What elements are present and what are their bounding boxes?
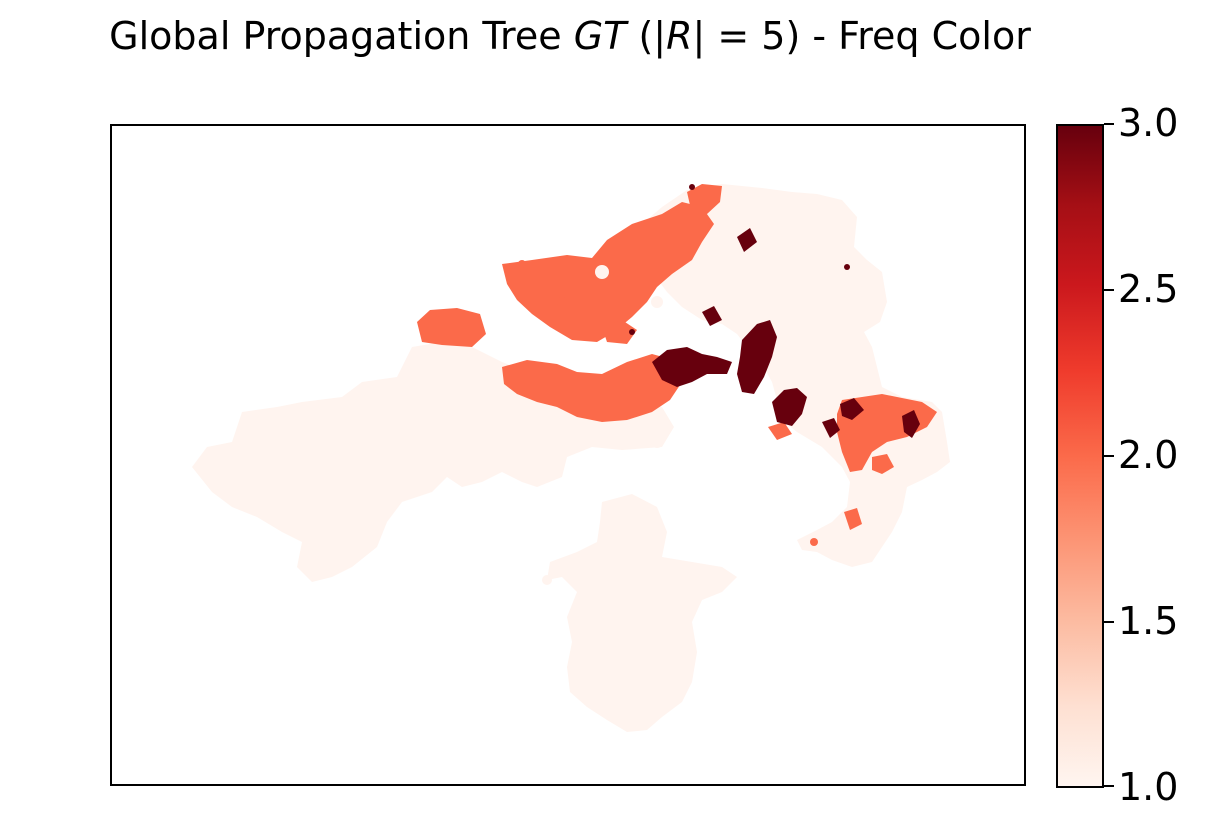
colorbar-tick-label: 1.5	[1118, 599, 1179, 643]
speckle	[557, 297, 567, 307]
region-freq-3-a	[737, 320, 777, 394]
speckle	[844, 264, 850, 270]
region-group-freq-3	[652, 228, 920, 438]
colorbar-tick-label: 2.0	[1118, 433, 1179, 477]
region-freq-2-east-small-2	[844, 508, 862, 530]
speckle	[810, 538, 818, 546]
region-freq-2-west	[417, 308, 486, 347]
colorbar-tick	[1104, 289, 1114, 291]
colorbar-tick	[1104, 785, 1114, 787]
region-freq-3-e	[902, 410, 920, 438]
region-freq-3-h	[702, 306, 722, 326]
region-freq-1-north	[642, 184, 950, 567]
colorbar	[1056, 124, 1104, 788]
region-freq-3-g	[737, 228, 757, 252]
speckle	[796, 251, 808, 263]
speckle	[595, 265, 609, 279]
speckle	[629, 329, 635, 335]
region-freq-2-mid	[602, 320, 637, 344]
colorbar-tick	[1104, 123, 1114, 125]
chart-title: Global Propagation Tree GT (|R| = 5) - F…	[109, 14, 1031, 58]
colorbar-tick-label: 2.5	[1118, 267, 1179, 311]
colorbar-tick-label: 1.0	[1118, 765, 1179, 809]
region-freq-2-south	[502, 354, 682, 422]
region-freq-3-f	[822, 418, 840, 438]
plot-area	[110, 124, 1026, 786]
region-freq-3-c	[772, 388, 807, 426]
region-freq-2-northeast	[687, 184, 722, 214]
region-freq-2-east-small-1	[872, 454, 894, 474]
region-freq-3-d	[840, 398, 864, 420]
speckle	[542, 575, 552, 585]
region-freq-2-east-small-3	[768, 422, 792, 440]
region-freq-3-b	[652, 347, 732, 387]
speckle	[518, 260, 526, 268]
colorbar-tick	[1104, 455, 1114, 457]
propagation-map	[192, 184, 950, 732]
region-freq-1-south	[547, 494, 737, 732]
colorbar-tick	[1104, 621, 1114, 623]
speckle-group	[518, 184, 850, 585]
speckle	[689, 184, 695, 190]
speckle	[651, 296, 663, 308]
speckle	[651, 436, 663, 448]
colorbar-tick-label: 3.0	[1118, 101, 1179, 145]
